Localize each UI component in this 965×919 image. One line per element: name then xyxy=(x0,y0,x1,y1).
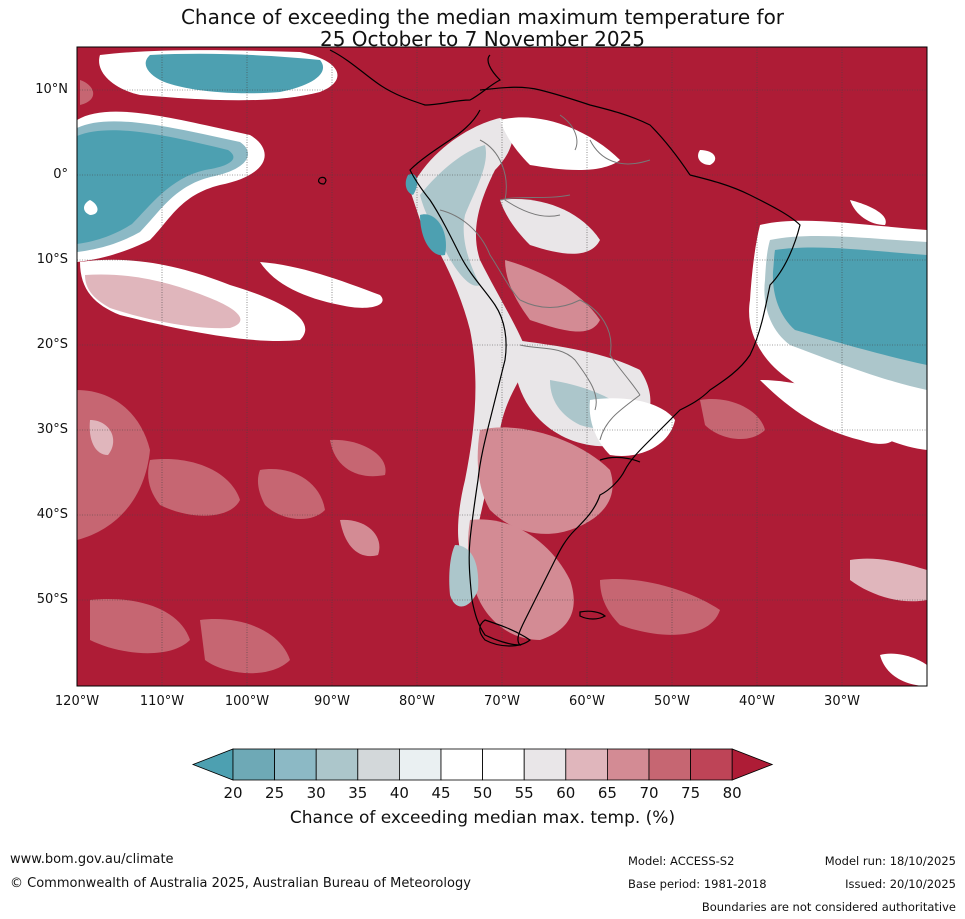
lat-label-10n: 10°N xyxy=(35,82,68,97)
colorbar-swatch xyxy=(607,748,650,781)
map-title-line-2: 25 October to 7 November 2025 xyxy=(319,27,646,51)
model-text: Model: ACCESS-S2 xyxy=(628,854,735,868)
colorbar-arrow-high xyxy=(731,748,774,781)
colorbar-tick-label: 20 xyxy=(223,784,243,802)
colorbar-swatch xyxy=(565,748,608,781)
lon-label-40w: 40°W xyxy=(739,694,775,709)
central-america-coast xyxy=(329,49,502,106)
colorbar xyxy=(191,748,774,781)
lon-label-120w: 120°W xyxy=(54,694,100,709)
model-run-text: Model run: 18/10/2025 xyxy=(824,854,956,868)
colorbar-tick-label: 80 xyxy=(722,784,742,802)
map-frame xyxy=(76,46,928,687)
colorbar-swatch xyxy=(648,748,691,781)
lon-label-80w: 80°W xyxy=(399,694,435,709)
colorbar-swatch xyxy=(690,748,733,781)
graticule xyxy=(77,47,927,686)
disclaimer-text: Boundaries are not considered authoritat… xyxy=(701,900,956,914)
lon-label-100w: 100°W xyxy=(224,694,270,709)
map-title-line-1: Chance of exceeding the median maximum t… xyxy=(180,5,785,29)
colorbar-swatch xyxy=(440,748,483,781)
lon-label-50w: 50°W xyxy=(654,694,690,709)
lon-label-110w: 110°W xyxy=(139,694,185,709)
issued-text: Issued: 20/10/2025 xyxy=(845,877,956,891)
lat-label-20s: 20°S xyxy=(36,337,68,352)
colorbar-arrow-low xyxy=(191,748,234,781)
colorbar-swatch xyxy=(482,748,525,781)
copyright-text: © Commonwealth of Australia 2025, Austra… xyxy=(10,876,471,891)
falkland-islands xyxy=(579,610,607,620)
tierra-del-fuego xyxy=(479,619,532,647)
colorbar-swatch xyxy=(232,748,275,781)
colorbar-swatch xyxy=(274,748,317,781)
colorbar-tick-label: 45 xyxy=(431,784,451,802)
lat-label-30s: 30°S xyxy=(36,422,68,437)
website-link[interactable]: www.bom.gov.au/climate xyxy=(10,852,174,867)
andes-neutral-region xyxy=(405,117,716,640)
colorbar-label: Chance of exceeding median max. temp. (%… xyxy=(289,808,676,828)
colorbar-tick-label: 50 xyxy=(473,784,493,802)
colorbar-tick-label: 60 xyxy=(556,784,576,802)
colorbar-swatch xyxy=(315,748,359,781)
lon-label-70w: 70°W xyxy=(484,694,520,709)
lon-label-90w: 90°W xyxy=(314,694,350,709)
colorbar-swatch xyxy=(357,748,400,781)
colorbar-tick-label: 65 xyxy=(597,784,617,802)
south-america-coast xyxy=(409,109,801,646)
colorbar-tick-label: 70 xyxy=(639,784,659,802)
colorbar-tick-label: 25 xyxy=(265,784,285,802)
lat-label-50s: 50°S xyxy=(36,592,68,607)
caribbean-coast xyxy=(479,86,691,176)
colorbar-tick-label: 75 xyxy=(681,784,701,802)
pacific-cool-region xyxy=(77,50,383,341)
lon-label-30w: 30°W xyxy=(824,694,860,709)
coastlines xyxy=(318,49,801,647)
colorbar-tick-label: 30 xyxy=(306,784,326,802)
galapagos xyxy=(318,176,327,185)
rio-de-la-plata xyxy=(599,456,641,463)
lat-label-40s: 40°S xyxy=(36,507,68,522)
southern-pacific-patches xyxy=(77,390,765,674)
lat-label-0: 0° xyxy=(53,167,68,182)
colorbar-swatch xyxy=(523,748,567,781)
lat-label-10s: 10°S xyxy=(36,252,68,267)
atlantic-cool-region xyxy=(749,200,927,686)
colorbar-tick-label: 55 xyxy=(514,784,534,802)
colorbar-swatch xyxy=(398,748,442,781)
lon-label-60w: 60°W xyxy=(569,694,605,709)
country-borders xyxy=(439,114,651,441)
colorbar-tick-label: 35 xyxy=(348,784,368,802)
base-period-text: Base period: 1981-2018 xyxy=(628,877,767,891)
colorbar-tick-label: 40 xyxy=(389,784,409,802)
